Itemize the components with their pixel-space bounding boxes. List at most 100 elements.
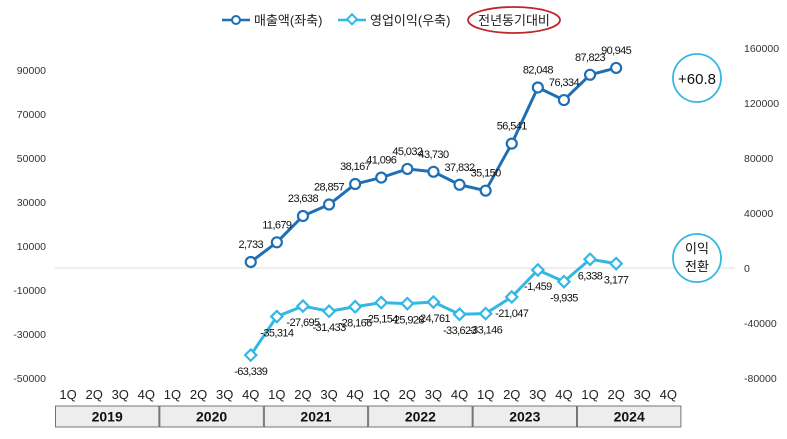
sales-data-label: 23,638 xyxy=(288,193,319,205)
sales-change-circle xyxy=(672,53,722,103)
left-tick-label: 70000 xyxy=(17,109,46,121)
quarter-tick-label: 4Q xyxy=(346,387,363,402)
profit-point xyxy=(269,309,285,324)
year-label: 2020 xyxy=(196,409,227,425)
quarter-tick-label: 3Q xyxy=(112,387,129,402)
quarter-tick-label: 2Q xyxy=(85,387,102,402)
year-label: 2023 xyxy=(509,409,540,425)
sales-point xyxy=(349,177,362,191)
right-tick-label: -80000 xyxy=(744,373,777,385)
quarter-tick-label: 2Q xyxy=(503,387,520,402)
profit-point xyxy=(321,304,337,319)
sales-point xyxy=(557,93,571,107)
sales-data-label: 11,679 xyxy=(262,219,292,231)
profit-point xyxy=(556,274,572,289)
profit-point xyxy=(295,298,311,314)
left-tick-label: 50000 xyxy=(17,153,46,165)
profit-change-circle xyxy=(672,233,722,283)
sales-data-label: 76,334 xyxy=(549,77,580,89)
sales-point xyxy=(375,171,388,184)
legend-profit-label: 영업이익(우축) xyxy=(370,13,450,28)
sales-data-label: 37,832 xyxy=(445,162,476,174)
sales-point xyxy=(270,236,283,249)
quarter-tick-label: 2Q xyxy=(399,387,416,402)
quarter-tick-label: 3Q xyxy=(634,387,651,402)
sales-point xyxy=(583,68,597,81)
quarter-tick-label: 1Q xyxy=(164,387,181,402)
quarter-tick-label: 3Q xyxy=(216,387,233,402)
profit-change-callout: 이익 전환 xyxy=(672,233,722,283)
year-box xyxy=(472,405,577,428)
quarter-tick-label: 1Q xyxy=(373,387,390,402)
profit-change-line2: 전환 xyxy=(685,259,709,274)
year-box xyxy=(263,405,369,428)
sales-data-label: 41,096 xyxy=(366,155,397,167)
year-box xyxy=(55,405,160,428)
quarter-tick-label: 4Q xyxy=(660,387,677,402)
left-tick-label: -10000 xyxy=(13,285,46,297)
year-box xyxy=(577,405,682,428)
quarter-tick-label: 1Q xyxy=(268,387,285,402)
sales-data-label: 28,857 xyxy=(314,182,345,194)
profit-data-label: -63,339 xyxy=(234,366,268,378)
quarter-tick-label: 2Q xyxy=(294,387,311,402)
quarter-tick-label: 1Q xyxy=(59,387,76,402)
yoy-note-label: 전년동기대비 xyxy=(478,13,550,28)
legend-sales-label: 매출액(좌축) xyxy=(254,13,322,28)
sales-point xyxy=(505,137,518,150)
quarter-tick-label: 1Q xyxy=(477,387,494,402)
quarter-tick-label: 2Q xyxy=(190,387,207,402)
profit-change-line1: 이익 xyxy=(685,241,709,256)
sales-point xyxy=(244,255,257,269)
left-tick-label: 30000 xyxy=(17,197,46,209)
sales-data-label: 87,823 xyxy=(575,52,606,64)
sales-data-label: 56,541 xyxy=(497,121,528,133)
left-tick-label: 10000 xyxy=(17,241,46,253)
profit-data-label: -33,623 xyxy=(443,325,477,337)
quarter-tick-label: 4Q xyxy=(451,387,468,402)
profit-point xyxy=(530,262,546,278)
profit-data-label: 3,177 xyxy=(604,275,629,287)
profit-point xyxy=(504,289,519,305)
profit-point xyxy=(478,306,493,321)
left-tick-label: 90000 xyxy=(17,65,46,77)
sales-point xyxy=(427,165,440,178)
sales-data-label: 35,150 xyxy=(471,168,502,180)
profit-data-label: -9,935 xyxy=(550,293,578,305)
sales-point xyxy=(453,178,466,191)
sales-change-callout: +60.8 xyxy=(672,53,722,103)
quarter-tick-label: 4Q xyxy=(555,387,572,402)
profit-data-label: -28,166 xyxy=(339,318,373,330)
profit-point xyxy=(608,256,624,271)
profit-point xyxy=(347,299,363,314)
x-axis: 1Q 2Q 3Q 4Q 1Q 2Q 3Q 4Q 1Q 2Q 3Q 4Q 1Q 2Q 3Q 4Q 1Q 2Q 3Q 4Q… xyxy=(55,387,682,428)
sales-point xyxy=(296,209,310,223)
sales-point xyxy=(531,81,544,94)
legend: 매출액(좌축) 영업이익(우축) 전년동기대비 xyxy=(222,6,561,34)
right-tick-label: 120000 xyxy=(744,98,779,110)
profit-point xyxy=(400,296,415,311)
quarter-tick-label: 3Q xyxy=(529,387,546,402)
legend-profit-marker xyxy=(345,12,359,26)
quarter-tick-label: 4Q xyxy=(138,387,155,402)
sales-data-label: 2,733 xyxy=(238,239,263,251)
year-label: 2022 xyxy=(405,409,436,425)
sales-change-value: +60.8 xyxy=(678,71,716,88)
left-tick-label: -30000 xyxy=(13,329,46,341)
right-tick-label: 40000 xyxy=(744,208,773,220)
profit-data-label: -35,314 xyxy=(260,328,294,340)
profit-point xyxy=(374,295,389,310)
profit-data-label: -25,154 xyxy=(365,314,399,326)
sales-point xyxy=(479,184,492,197)
sales-point xyxy=(610,61,623,75)
sales-point xyxy=(322,198,336,211)
profit-data-label: -33,146 xyxy=(469,325,503,337)
year-label: 2019 xyxy=(92,409,123,425)
profit-series: -63,339 -35,314-27,695-31,433-28,166-25,1… xyxy=(234,252,629,378)
profit-data-label: -24,761 xyxy=(417,313,451,325)
profit-data-label: -31,433 xyxy=(312,322,346,334)
left-tick-label: -50000 xyxy=(13,373,46,385)
yoy-note-ellipse xyxy=(467,6,561,34)
quarter-tick-label: 3Q xyxy=(425,387,442,402)
